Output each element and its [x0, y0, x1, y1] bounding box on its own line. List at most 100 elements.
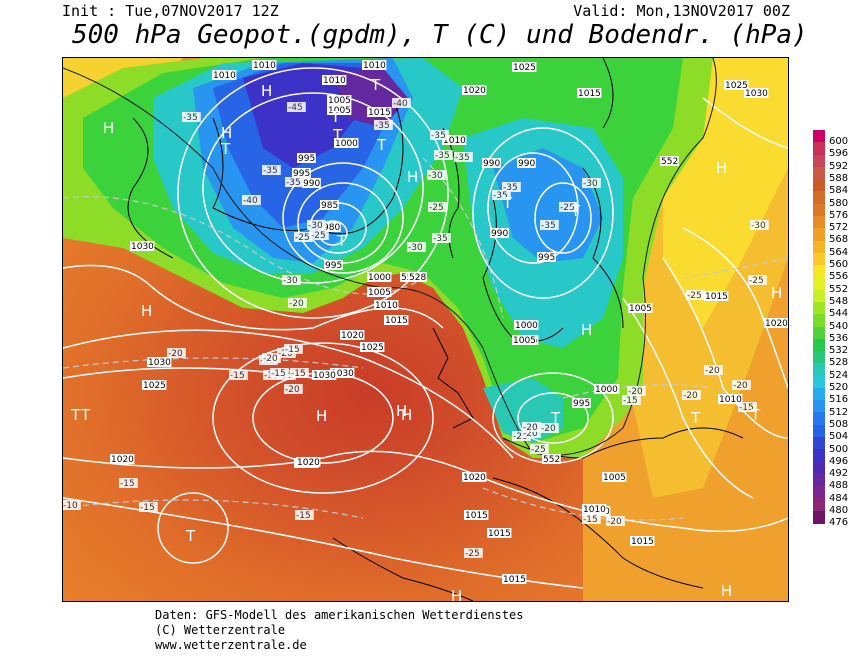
temp-label: -25 — [311, 231, 326, 241]
geopot-label: 552 — [661, 157, 678, 167]
temp-label: -20 — [168, 349, 183, 359]
colorbar-label: 532 — [829, 345, 849, 357]
temp-label-bg — [310, 230, 329, 240]
low-pressure-center: T — [80, 406, 91, 424]
colorbar-swatch — [813, 363, 825, 377]
low-pressure-center: T — [690, 409, 701, 427]
pressure-label: 1005 — [328, 96, 351, 106]
temp-label-bg — [512, 431, 531, 441]
colorbar-swatch — [813, 326, 825, 340]
temp-label: -20 — [523, 423, 538, 433]
pressure-label: 1010 — [213, 71, 236, 81]
pressure-label: 995 — [298, 154, 315, 164]
temp-label-bg — [119, 478, 138, 488]
temp-label: -35 — [455, 153, 470, 163]
temp-label: -30 — [751, 221, 766, 231]
pressure-label: 1010 — [719, 395, 742, 405]
temp-label: -35 — [183, 113, 198, 123]
temp-label: -20 — [285, 385, 300, 395]
pressure-label-bg — [327, 95, 352, 105]
colorbar-swatch — [813, 461, 825, 475]
temp-label-bg — [288, 298, 307, 308]
temp-label: -25 — [295, 233, 310, 243]
temp-label-bg — [540, 423, 559, 433]
temp-label-bg — [229, 370, 248, 380]
temp-label: -35 — [286, 178, 301, 188]
colorbar-swatch — [813, 375, 825, 389]
temp-label: -20 — [683, 391, 698, 401]
temp-label-bg — [559, 202, 578, 212]
high-pressure-center: H — [721, 582, 732, 600]
temp-label: -15 — [120, 479, 135, 489]
pressure-label-bg — [292, 168, 311, 178]
pressure-label: 1015 — [503, 575, 526, 585]
low-pressure-center: T — [502, 194, 513, 212]
pressure-label-bg — [517, 158, 536, 168]
purple-core — [243, 63, 363, 168]
geopot-label: 552 — [543, 455, 560, 465]
temp-label-bg — [294, 232, 313, 242]
pressure-label-bg — [487, 528, 512, 538]
temp-label: -25 — [687, 291, 702, 301]
temp-label: -15 — [291, 369, 306, 379]
colorbar-swatch — [813, 400, 825, 413]
temp-label-bg — [427, 170, 446, 180]
pressure-label-bg — [367, 272, 392, 282]
temp-label: -40 — [393, 99, 408, 109]
temp-label-bg — [284, 384, 303, 394]
colorbar-swatch — [813, 166, 825, 180]
colorbar-swatch — [813, 486, 825, 499]
low-pressure-center: T — [70, 406, 81, 424]
high-pressure-center: H — [401, 406, 412, 424]
pressure-label-layer: 1010 1010 1010 1010 1025 1020 1015 1005 1015 1010… — [110, 60, 788, 585]
pressure-label-bg — [362, 60, 387, 70]
colorbar-label: 588 — [829, 172, 849, 184]
pressure-label: 1025 — [361, 343, 384, 353]
high-pressure-center: H — [141, 302, 152, 320]
high-pressure-center: H — [451, 587, 462, 601]
temp-label: -20 — [607, 517, 622, 527]
temp-label-bg — [63, 500, 81, 510]
low-pressure-center: T — [370, 76, 381, 94]
pressure-label: 1025 — [513, 63, 536, 73]
temp-label: -10 — [63, 501, 78, 511]
pressure-label-bg — [212, 70, 237, 80]
pressure-label: 1005 — [603, 473, 626, 483]
pressure-label-bg — [537, 252, 556, 262]
pressure-label-bg — [490, 228, 509, 238]
pressure-label-bg — [334, 138, 359, 148]
pressure-label: 1015 — [368, 108, 391, 118]
footer-copyright: (C) Wetterzentrale — [155, 623, 286, 637]
colorbar-label: 480 — [829, 505, 849, 516]
temp-label-bg — [530, 444, 549, 454]
colorbar-label: 560 — [829, 259, 849, 270]
colorbar-swatch — [813, 179, 825, 192]
colorbar-label: 484 — [829, 492, 849, 504]
pressure-label-bg — [630, 536, 655, 546]
colorbar-label: 584 — [829, 185, 849, 197]
weather-map: 1010 1010 1010 1010 1025 1020 1015 1005 1015 1010… — [62, 57, 789, 602]
colorbar-swatch — [813, 277, 825, 291]
pressure-label-bg — [110, 454, 135, 464]
temp-label-bg — [732, 380, 751, 390]
temp-label: -35 — [431, 131, 446, 141]
temp-label-bg — [295, 510, 314, 520]
temp-label: -20 — [523, 429, 538, 439]
temp-label-bg — [182, 112, 201, 122]
colorbar-label: 500 — [829, 443, 849, 455]
pressure-label-bg — [130, 241, 155, 251]
temp-label-bg — [284, 344, 303, 354]
pressure-label: 1000 — [335, 139, 358, 149]
high-pressure-center: H — [221, 124, 232, 142]
pressure-label-bg — [514, 320, 539, 330]
pressure-label: 990 — [303, 179, 320, 189]
colorbar-swatch — [813, 412, 825, 426]
temp-label-bg — [262, 353, 281, 363]
pressure-label: 1015 — [578, 89, 601, 99]
colorbar-swatch — [813, 449, 825, 463]
pressure-label: 1020 — [765, 319, 788, 329]
temp-label-bg — [430, 130, 449, 140]
colorbar-label: 476 — [829, 517, 849, 529]
temp-label: -35 — [493, 191, 508, 201]
pressure-label-bg — [512, 335, 537, 345]
